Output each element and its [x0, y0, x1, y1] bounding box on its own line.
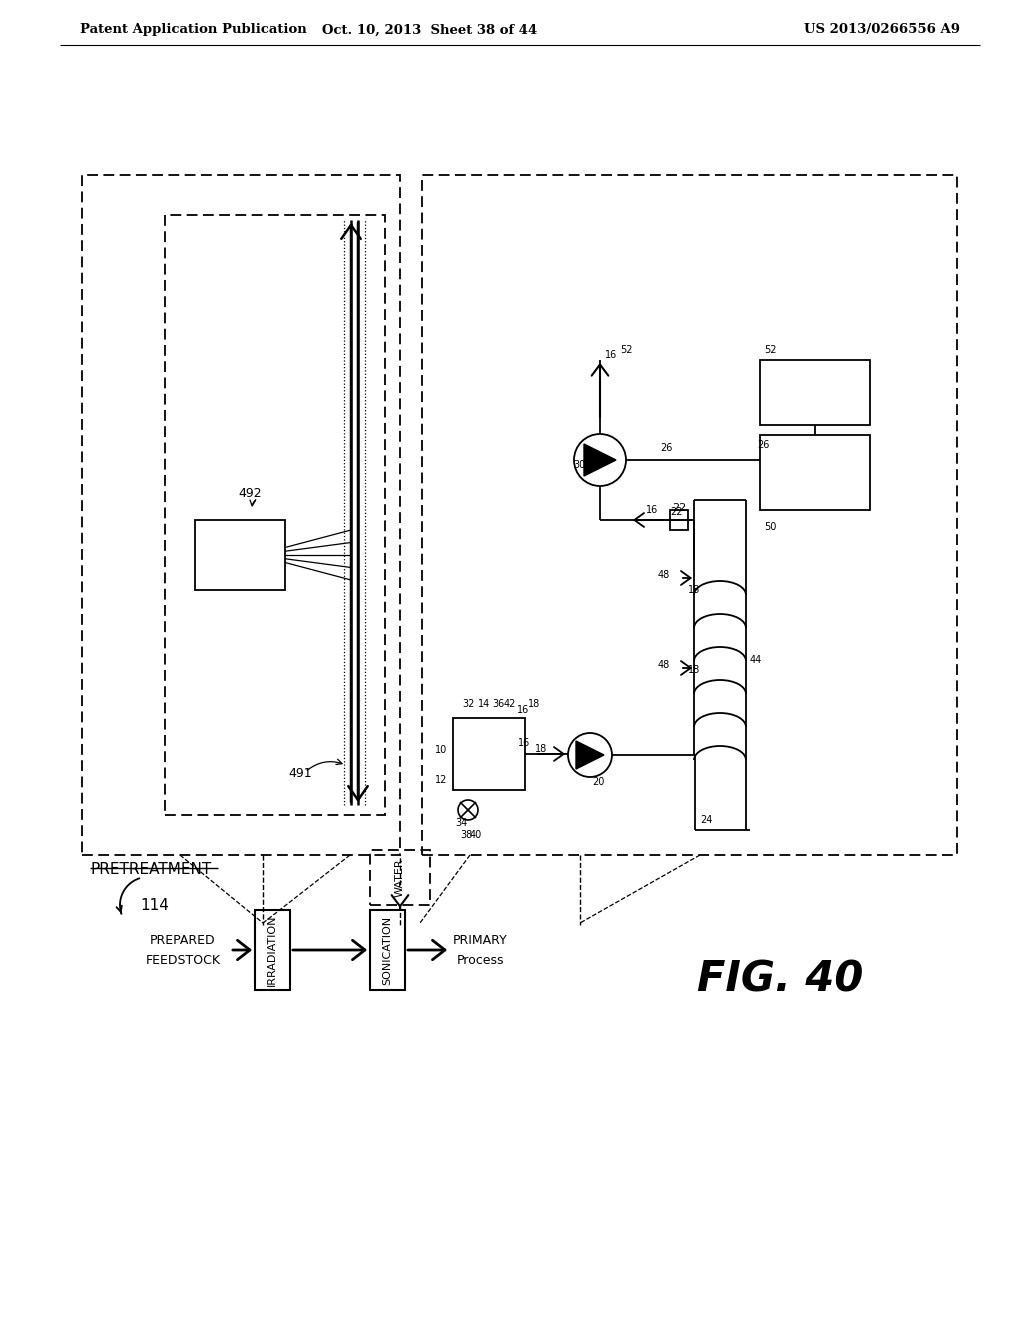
Bar: [165, 215, 385, 814]
Bar: [670, 510, 688, 531]
Bar: [760, 436, 870, 510]
Text: 24: 24: [700, 814, 713, 825]
Text: 492: 492: [238, 487, 261, 500]
Text: 40: 40: [470, 830, 482, 840]
Text: Patent Application Publication: Patent Application Publication: [80, 24, 307, 37]
Text: IRRADIATION: IRRADIATION: [267, 915, 278, 986]
Text: PREPARED: PREPARED: [151, 933, 216, 946]
Bar: [370, 909, 406, 990]
Text: 491: 491: [288, 767, 311, 780]
Text: 18: 18: [688, 585, 700, 595]
Text: 16: 16: [518, 738, 530, 748]
Text: 26: 26: [757, 440, 769, 450]
Text: 26: 26: [660, 444, 673, 453]
Text: 10: 10: [435, 744, 447, 755]
Text: 32: 32: [462, 700, 474, 709]
Bar: [370, 850, 430, 906]
Text: 38: 38: [460, 830, 472, 840]
Text: 48: 48: [658, 660, 671, 671]
Bar: [760, 360, 870, 425]
Text: 16: 16: [517, 705, 529, 715]
Text: 14: 14: [478, 700, 490, 709]
Text: SONICATION: SONICATION: [382, 916, 392, 985]
Text: 18: 18: [528, 700, 541, 709]
Text: 16: 16: [646, 506, 658, 515]
Polygon shape: [575, 741, 604, 770]
Text: FIG. 40: FIG. 40: [696, 960, 863, 1001]
Text: 30: 30: [573, 459, 586, 470]
Text: 16: 16: [605, 350, 617, 360]
Text: 18: 18: [535, 744, 547, 754]
Text: 48: 48: [658, 570, 671, 579]
Text: 44: 44: [750, 655, 762, 665]
Bar: [422, 176, 957, 855]
Text: 50: 50: [764, 521, 776, 532]
Text: 52: 52: [764, 345, 776, 355]
Text: 42: 42: [504, 700, 516, 709]
Text: 114: 114: [140, 898, 169, 912]
Text: 36: 36: [492, 700, 504, 709]
Text: WATER: WATER: [395, 859, 406, 898]
Text: 12: 12: [435, 775, 447, 785]
Bar: [195, 520, 285, 590]
Text: PRETREATMENT: PRETREATMENT: [90, 862, 211, 876]
Bar: [453, 718, 525, 789]
Text: 22: 22: [672, 503, 686, 513]
Polygon shape: [584, 444, 616, 477]
Text: 18: 18: [688, 665, 700, 675]
Text: Oct. 10, 2013  Sheet 38 of 44: Oct. 10, 2013 Sheet 38 of 44: [323, 24, 538, 37]
Text: FEEDSTOCK: FEEDSTOCK: [145, 953, 220, 966]
Text: 22: 22: [670, 507, 683, 517]
Bar: [255, 909, 290, 990]
Text: US 2013/0266556 A9: US 2013/0266556 A9: [804, 24, 961, 37]
Text: 20: 20: [592, 777, 604, 787]
Text: PRIMARY: PRIMARY: [453, 933, 507, 946]
Bar: [82, 176, 400, 855]
Text: Process: Process: [457, 953, 504, 966]
Text: 52: 52: [620, 345, 633, 355]
Text: 34: 34: [455, 818, 467, 828]
